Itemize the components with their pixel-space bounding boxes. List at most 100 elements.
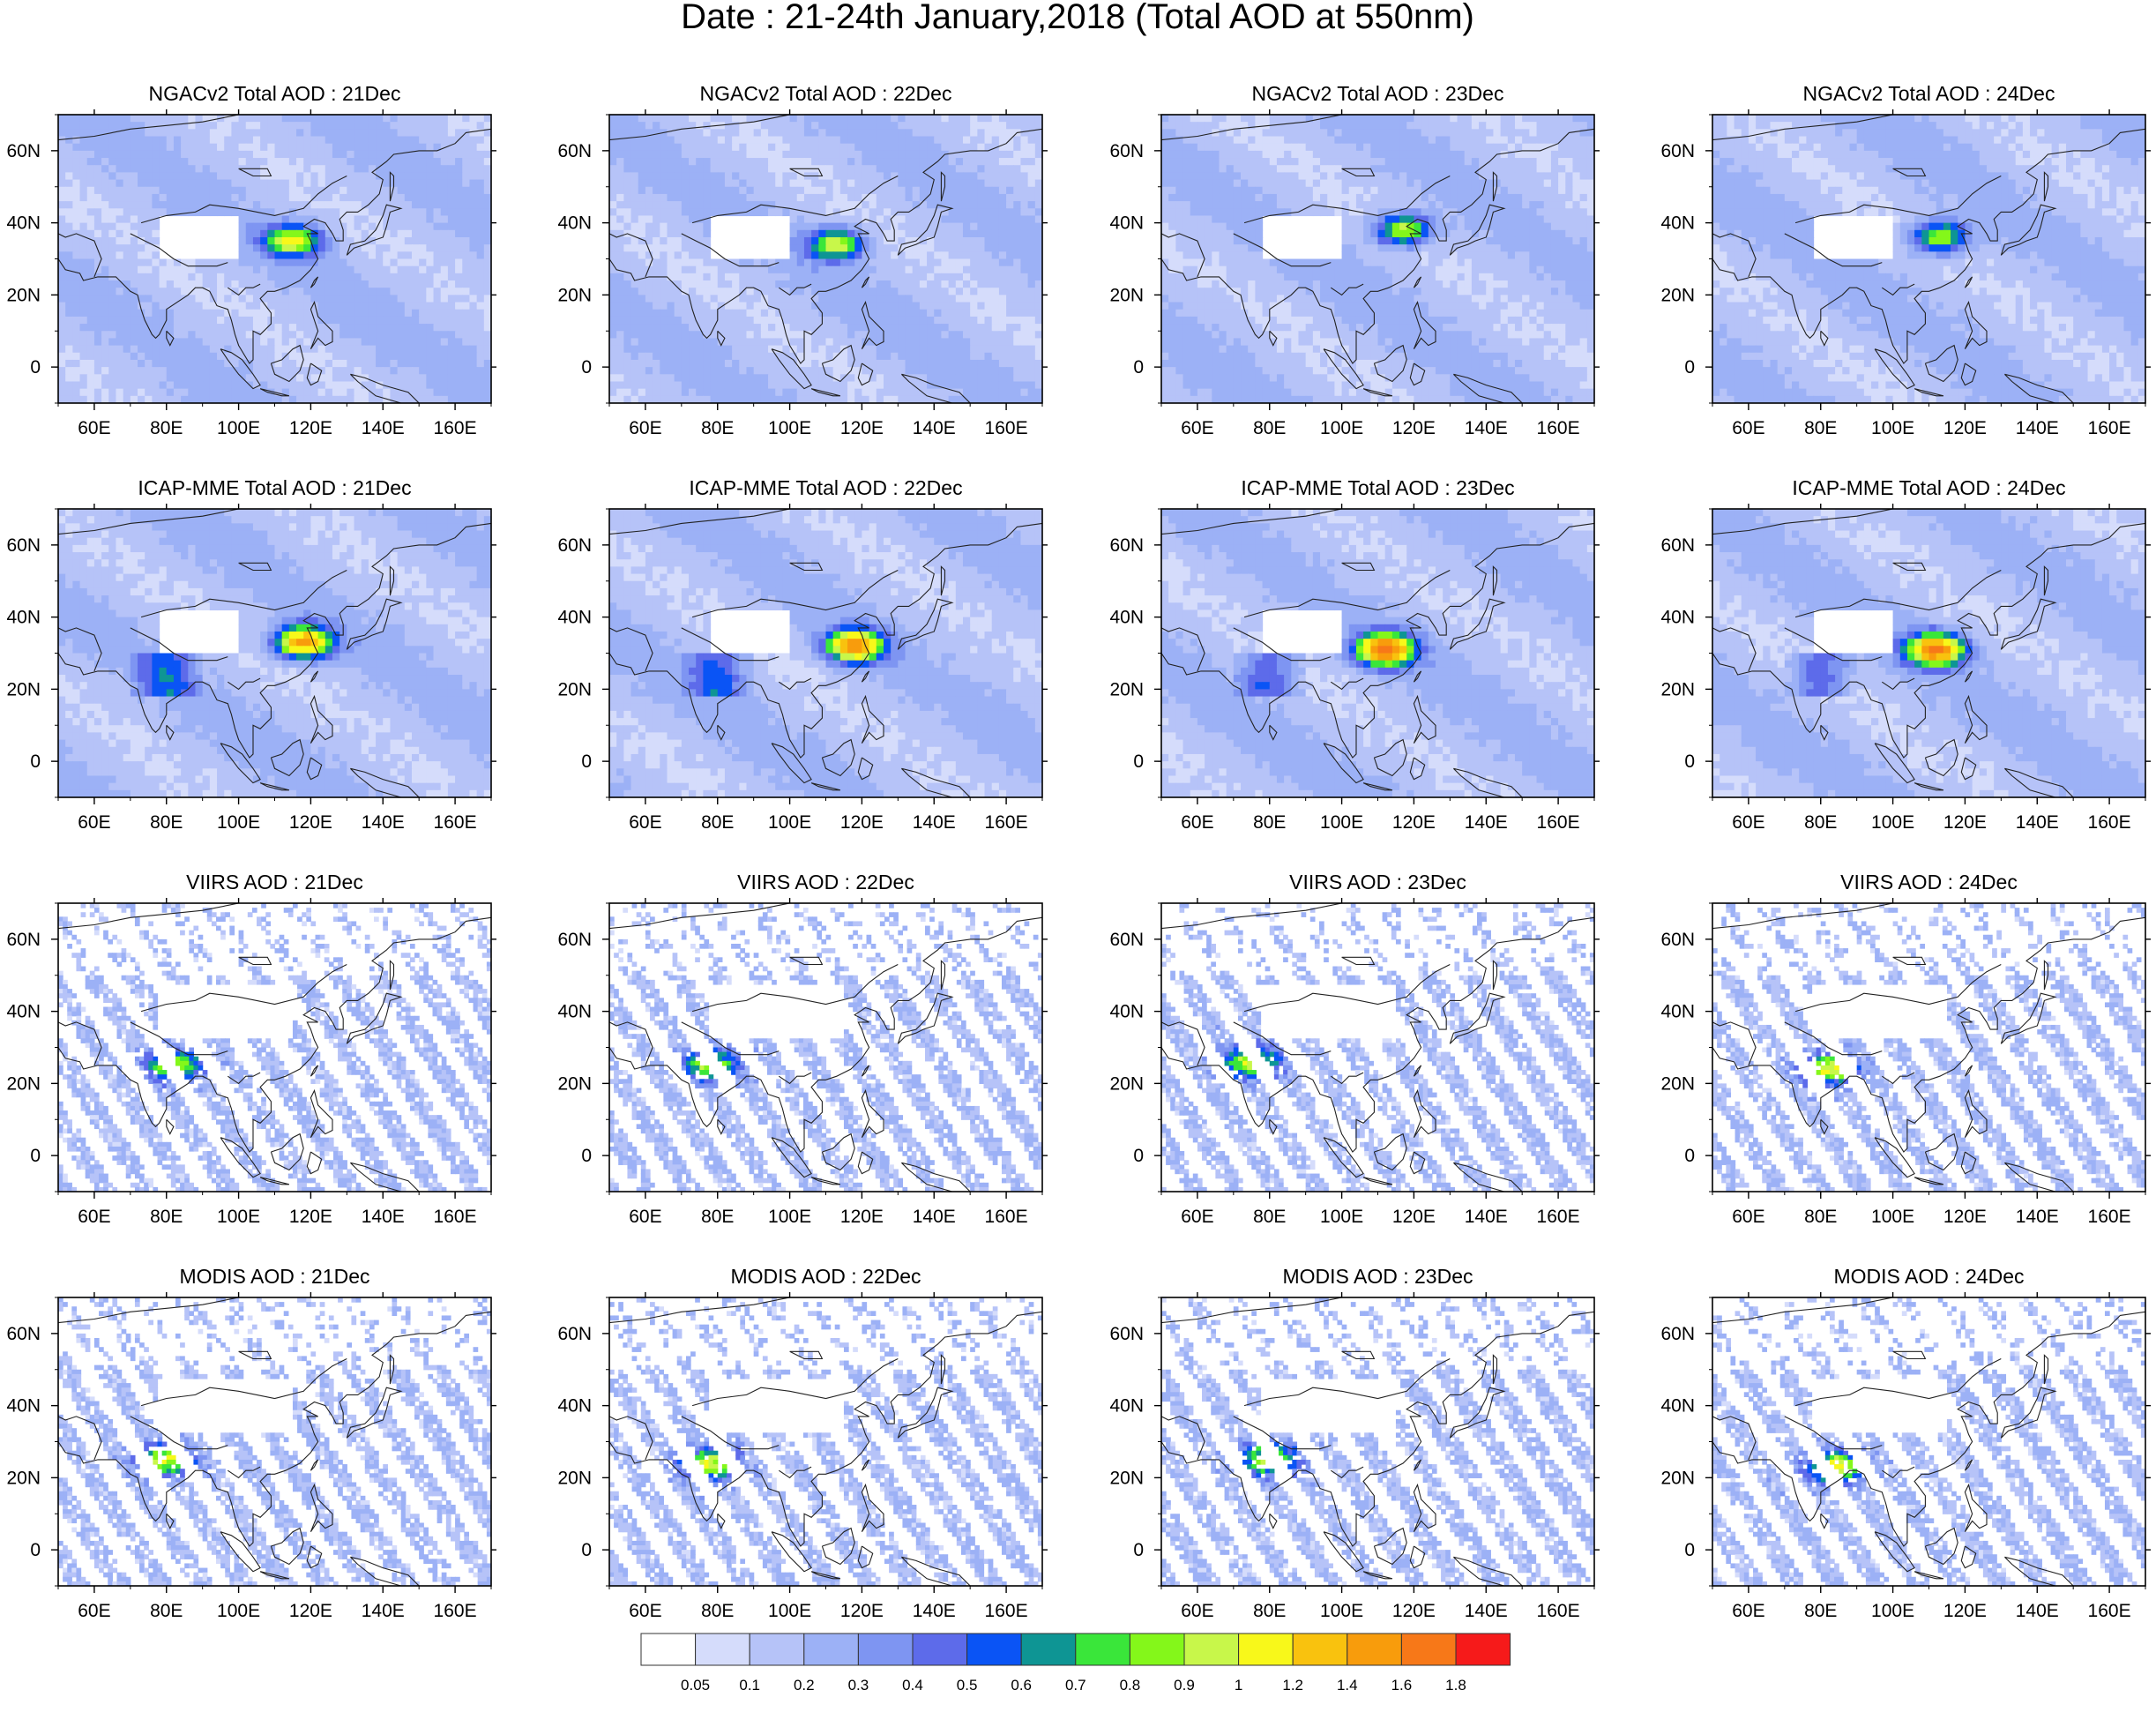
lon-tick-label: 100E — [217, 812, 260, 833]
colorbar-swatch — [1075, 1633, 1130, 1666]
coastlines — [1161, 509, 1594, 797]
lat-tick-label: 40N — [1109, 1002, 1144, 1022]
lat-tick-label: 60N — [557, 141, 592, 161]
lon-tick-label: 160E — [2088, 812, 2131, 833]
lat-tick-label: 20N — [6, 679, 41, 699]
lon-tick-label: 100E — [217, 1601, 260, 1621]
lon-tick-label: 60E — [629, 418, 661, 438]
lon-tick-label: 160E — [434, 418, 477, 438]
colorbar-label: 0.6 — [1011, 1677, 1032, 1693]
lon-tick-label: 60E — [1732, 1601, 1764, 1621]
lon-tick-label: 60E — [78, 418, 110, 438]
lon-tick-label: 80E — [701, 1207, 734, 1227]
lon-tick-label: 80E — [1253, 1601, 1286, 1621]
lat-tick-label: 0 — [581, 1540, 592, 1560]
lon-tick-label: 60E — [78, 1601, 110, 1621]
lat-tick-label: 20N — [557, 1468, 592, 1488]
aod-field — [1712, 903, 2145, 1192]
lat-tick-label: 0 — [1133, 357, 1144, 378]
lat-tick-label: 60N — [1660, 535, 1695, 556]
lat-tick-label: 40N — [1109, 213, 1144, 234]
lon-tick-label: 100E — [1871, 812, 1914, 833]
coastlines — [609, 509, 1042, 797]
lon-tick-label: 120E — [1392, 1601, 1436, 1621]
lat-tick-label: 60N — [1660, 1324, 1695, 1344]
coastlines — [58, 903, 491, 1192]
panel-title: ICAP-MME Total AOD : 23Dec — [1241, 476, 1514, 499]
colorbar-swatch — [1292, 1633, 1348, 1666]
lon-tick-label: 160E — [434, 1601, 477, 1621]
map-panel: MODIS AOD : 22Dec 60E 80E 100E 120E 140E 160E 0… — [557, 1265, 1048, 1621]
lon-tick-label: 60E — [1732, 418, 1764, 438]
lat-tick-label: 20N — [6, 1073, 41, 1094]
panel-title: ICAP-MME Total AOD : 24Dec — [1792, 476, 2065, 499]
aod-field — [1712, 115, 2145, 403]
aod-field — [58, 115, 491, 403]
lat-tick-label: 40N — [6, 608, 41, 628]
colorbar-label: 0.4 — [902, 1677, 923, 1693]
lon-tick-label: 100E — [1320, 418, 1363, 438]
map-panel: VIIRS AOD : 23Dec 60E 80E 100E 120E 140E 160E 0… — [1109, 871, 1600, 1227]
map-panel: VIIRS AOD : 21Dec 60E 80E 100E 120E 140E 160E 0… — [6, 871, 496, 1227]
lon-tick-label: 100E — [768, 418, 811, 438]
coastlines — [1161, 903, 1594, 1192]
lat-tick-label: 40N — [1660, 608, 1695, 628]
lon-tick-label: 100E — [1320, 1601, 1363, 1621]
coastlines — [58, 115, 491, 403]
coastlines — [609, 1297, 1042, 1586]
lon-tick-label: 100E — [217, 418, 260, 438]
colorbar-label: 0.05 — [681, 1677, 710, 1693]
lon-tick-label: 160E — [2088, 1207, 2131, 1227]
map-panel: MODIS AOD : 23Dec 60E 80E 100E 120E 140E 160E 0… — [1109, 1265, 1600, 1621]
lat-tick-label: 20N — [557, 679, 592, 699]
lon-tick-label: 120E — [840, 1601, 884, 1621]
panel-title: ICAP-MME Total AOD : 22Dec — [689, 476, 962, 499]
colorbar-label: 0.9 — [1174, 1677, 1195, 1693]
lat-tick-label: 0 — [581, 751, 592, 772]
colorbar-label: 1.8 — [1445, 1677, 1466, 1693]
aod-field — [58, 509, 491, 797]
lon-tick-label: 80E — [150, 418, 183, 438]
lon-tick-label: 60E — [1732, 1207, 1764, 1227]
lon-tick-label: 80E — [1804, 418, 1837, 438]
map-panel: NGACv2 Total AOD : 24Dec 60E 80E 100E 120E 14… — [1660, 82, 2151, 438]
panel-title: VIIRS AOD : 22Dec — [737, 871, 914, 893]
lon-tick-label: 100E — [1871, 1601, 1914, 1621]
lon-tick-label: 160E — [434, 812, 477, 833]
colorbar-swatch — [912, 1633, 968, 1666]
lat-tick-label: 40N — [1660, 213, 1695, 234]
coastlines — [609, 115, 1042, 403]
lon-tick-label: 140E — [1465, 812, 1508, 833]
lon-tick-label: 140E — [2016, 1601, 2059, 1621]
lat-tick-label: 40N — [1109, 1396, 1144, 1417]
aod-field — [1712, 509, 2145, 797]
lon-tick-label: 160E — [1537, 812, 1580, 833]
panel-title: VIIRS AOD : 21Dec — [186, 871, 363, 893]
coastlines — [609, 903, 1042, 1192]
lat-tick-label: 40N — [557, 608, 592, 628]
lon-tick-label: 100E — [768, 1601, 811, 1621]
panel-grid: NGACv2 Total AOD : 21Dec 60E 80E 100E 120E 14… — [6, 82, 2151, 1621]
lat-tick-label: 40N — [1660, 1396, 1695, 1417]
colorbar-swatch — [966, 1633, 1022, 1666]
panel-title: NGACv2 Total AOD : 21Dec — [149, 82, 401, 105]
lon-tick-label: 160E — [985, 418, 1028, 438]
lon-tick-label: 100E — [1871, 418, 1914, 438]
lat-tick-label: 0 — [581, 357, 592, 378]
lat-tick-label: 20N — [557, 1073, 592, 1094]
colorbar-swatch — [695, 1633, 750, 1666]
lon-tick-label: 120E — [289, 418, 332, 438]
lon-tick-label: 140E — [362, 418, 405, 438]
map-panel: ICAP-MME Total AOD : 24Dec 60E 80E 100E 120E… — [1660, 476, 2151, 833]
lon-tick-label: 80E — [701, 812, 734, 833]
lat-tick-label: 60N — [557, 1324, 592, 1344]
lon-tick-label: 160E — [1537, 1207, 1580, 1227]
lat-tick-label: 60N — [1109, 535, 1144, 556]
lon-tick-label: 120E — [1943, 812, 1987, 833]
lon-tick-label: 160E — [985, 812, 1028, 833]
colorbar-label: 0.8 — [1120, 1677, 1141, 1693]
colorbar-swatch — [1347, 1633, 1402, 1666]
lon-tick-label: 60E — [1181, 1207, 1213, 1227]
map-panel: VIIRS AOD : 24Dec 60E 80E 100E 120E 140E 160E 0… — [1660, 871, 2151, 1227]
